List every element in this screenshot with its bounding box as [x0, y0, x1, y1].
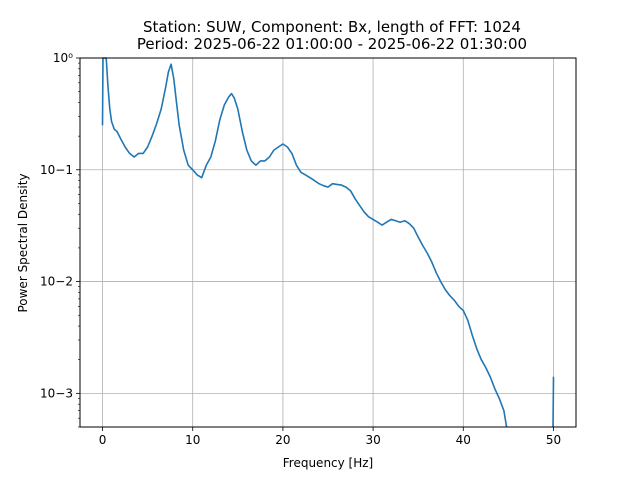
- x-tick-label: 50: [546, 433, 561, 447]
- x-tick-label: 0: [99, 433, 107, 447]
- chart-title-line2: Period: 2025-06-22 01:00:00 - 2025-06-22…: [137, 35, 527, 53]
- psd-line-0: [101, 57, 508, 428]
- grid: [80, 57, 576, 427]
- data-series: [101, 57, 555, 428]
- x-tick-label: 30: [365, 433, 380, 447]
- y-tick-label: 10⁰: [53, 51, 73, 65]
- x-axis-label: Frequency [Hz]: [283, 456, 374, 470]
- plot-frame: [79, 57, 577, 428]
- x-tick-label: 40: [456, 433, 471, 447]
- psd-line-1: [552, 376, 555, 428]
- y-axis-label: Power Spectral Density: [16, 173, 30, 312]
- axis-ticks: 0 10 20 30 40 50 10−3 10−2 10−1 10⁰: [40, 51, 561, 447]
- y-tick-label: 10−3: [40, 386, 73, 400]
- y-tick-label: 10−1: [40, 163, 73, 177]
- x-tick-label: 10: [185, 433, 200, 447]
- x-tick-label: 20: [275, 433, 290, 447]
- chart-title-line1: Station: SUW, Component: Bx, length of F…: [143, 18, 521, 36]
- y-tick-label: 10−2: [40, 275, 73, 289]
